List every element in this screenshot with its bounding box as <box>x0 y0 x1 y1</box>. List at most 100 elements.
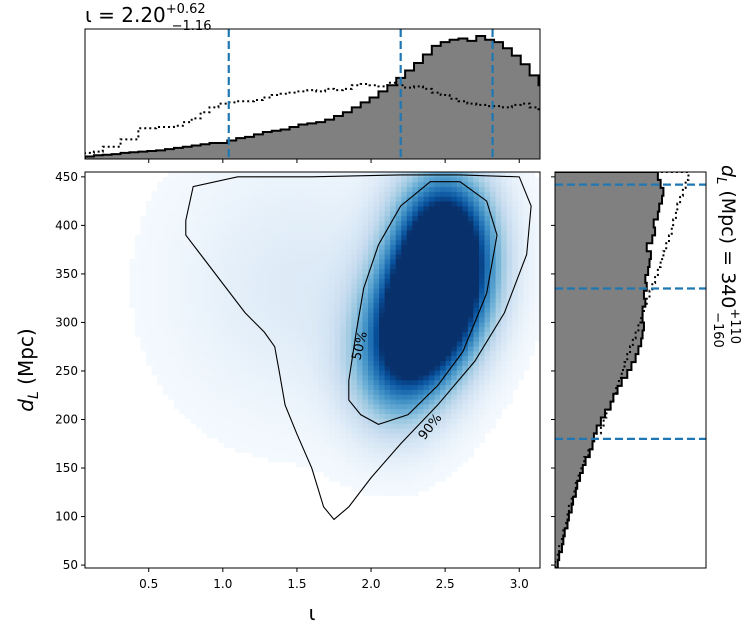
heatmap-cell <box>168 210 175 217</box>
heatmap-cell <box>223 423 230 429</box>
heatmap-cell <box>229 408 236 415</box>
heatmap-cell <box>429 403 436 410</box>
heatmap-cell <box>162 210 169 217</box>
heatmap-cell <box>151 360 158 366</box>
heatmap-cell <box>528 341 536 347</box>
heatmap-cell <box>340 316 347 323</box>
heatmap-cell <box>445 345 452 352</box>
heatmap-cell <box>406 379 413 386</box>
heatmap-cell <box>440 336 447 342</box>
heatmap-cell <box>445 336 452 342</box>
heatmap-cell <box>157 307 164 313</box>
heatmap-cell <box>146 283 153 289</box>
heatmap-cell <box>201 205 208 212</box>
heatmap-cell <box>201 229 208 236</box>
heatmap-cell <box>301 254 308 260</box>
heatmap-cell <box>318 437 325 444</box>
heatmap-cell <box>273 456 280 463</box>
heatmap-cell <box>306 355 314 361</box>
heatmap-cell <box>218 379 225 386</box>
heatmap-cell <box>201 200 208 207</box>
heatmap-cell <box>523 355 530 361</box>
heatmap-cell <box>268 239 275 246</box>
heatmap-cell <box>373 283 380 289</box>
heatmap-cell <box>340 292 347 299</box>
heatmap-cell <box>423 452 430 458</box>
heatmap-cell <box>523 302 530 308</box>
heatmap-cell <box>440 249 447 255</box>
heatmap-cell <box>528 302 536 308</box>
heatmap-cell <box>462 432 469 439</box>
heatmap-cell <box>312 389 319 395</box>
heatmap-cell <box>478 234 486 241</box>
heatmap-cell <box>212 312 219 318</box>
heatmap-cell <box>406 181 413 188</box>
heatmap-cell <box>351 200 358 207</box>
heatmap-cell <box>384 481 391 487</box>
heatmap-cell <box>362 297 369 303</box>
heatmap-cell <box>379 326 386 332</box>
heatmap-cell <box>345 297 352 303</box>
heatmap-cell <box>501 316 508 323</box>
heatmap-cell <box>467 273 475 279</box>
heatmap-cell <box>451 331 458 337</box>
heatmap-cell <box>301 215 308 221</box>
heatmap-cell <box>517 196 524 202</box>
heatmap-cell <box>523 316 530 323</box>
heatmap-cell <box>523 307 530 313</box>
heatmap-cell <box>445 374 452 381</box>
heatmap-cell <box>190 283 197 289</box>
heatmap-cell <box>245 403 253 410</box>
heatmap-cell <box>462 205 469 212</box>
heatmap-cell <box>223 297 230 303</box>
heatmap-cell <box>207 418 214 424</box>
heatmap-cell <box>373 258 380 265</box>
heatmap-cell <box>456 374 463 381</box>
heatmap-cell <box>467 341 475 347</box>
heatmap-cell <box>340 210 347 217</box>
heatmap-cell <box>528 249 536 255</box>
heatmap-cell <box>284 268 291 275</box>
heatmap-cell <box>184 331 192 337</box>
heatmap-cell <box>234 307 241 313</box>
heatmap-cell <box>273 447 280 453</box>
heatmap-cell <box>262 442 269 448</box>
heatmap-cell <box>290 418 297 424</box>
heatmap-cell <box>201 360 208 366</box>
heatmap-cell <box>312 355 319 361</box>
heatmap-cell <box>157 210 164 217</box>
heatmap-cell <box>434 312 441 318</box>
heatmap-cell <box>323 355 330 361</box>
heatmap-cell <box>423 345 430 352</box>
heatmap-cell <box>356 355 364 361</box>
heatmap-cell <box>140 244 147 250</box>
heatmap-cell <box>279 234 286 241</box>
heatmap-cell <box>284 442 291 448</box>
heatmap-cell <box>157 244 164 250</box>
heatmap-cell <box>262 345 269 352</box>
heatmap-cell <box>395 394 402 400</box>
heatmap-cell <box>190 263 197 270</box>
heatmap-cell <box>445 268 452 275</box>
heatmap-cell <box>501 200 508 207</box>
heatmap-cell <box>323 326 330 332</box>
heatmap-cell <box>523 341 530 347</box>
heatmap-cell <box>301 234 308 241</box>
heatmap-cell <box>401 263 408 270</box>
heatmap-cell <box>484 331 491 337</box>
heatmap-cell <box>207 316 214 323</box>
heatmap-cell <box>345 452 352 458</box>
heatmap-cell <box>234 258 241 265</box>
heatmap-cell <box>490 258 497 265</box>
heatmap-cell <box>329 176 336 183</box>
heatmap-cell <box>501 258 508 265</box>
heatmap-cell <box>462 423 469 429</box>
heatmap-cell <box>501 370 508 376</box>
heatmap-cell <box>229 186 236 192</box>
heatmap-cell <box>201 172 208 178</box>
heatmap-cell <box>390 316 397 323</box>
heatmap-cell <box>373 384 380 390</box>
heatmap-cell <box>456 360 463 366</box>
heatmap-cell <box>157 229 164 236</box>
heatmap-cell <box>218 220 225 226</box>
